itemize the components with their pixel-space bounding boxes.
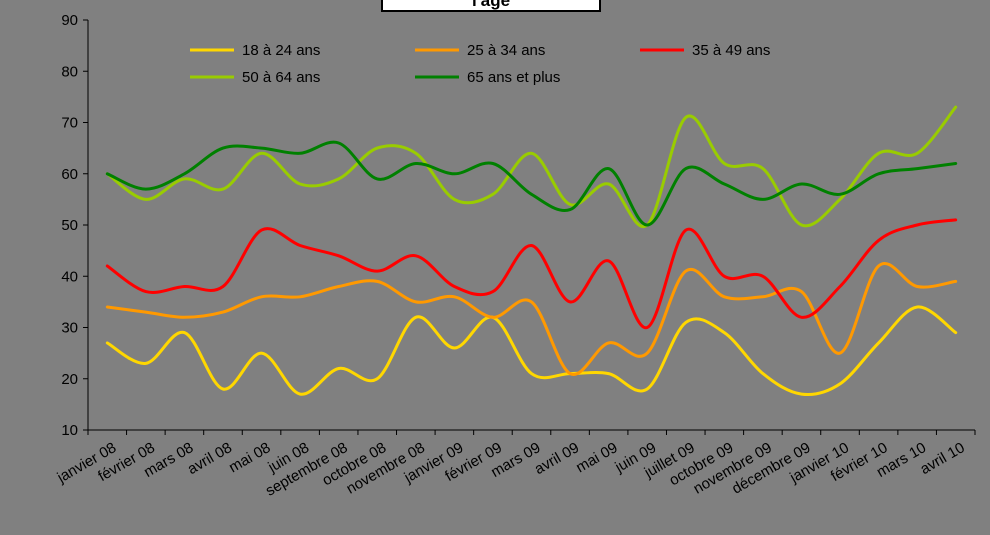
- x-tick-label: avril 08: [185, 439, 235, 478]
- series-line-5: [105, 140, 958, 227]
- y-tick-label: 80: [61, 63, 78, 80]
- series-lines: [105, 105, 958, 396]
- legend-label: 35 à 49 ans: [692, 42, 770, 59]
- y-tick-label: 90: [61, 12, 78, 29]
- legend: 18 à 24 ans 25 à 34 ans 35 à 49 ans 50 à 64…: [190, 42, 770, 86]
- x-tick-label: avril 09: [532, 439, 582, 478]
- chart-title-text: l'âge: [471, 0, 511, 10]
- chart-title: l'âge: [381, 0, 601, 12]
- y-tick-label: 50: [61, 217, 78, 234]
- series-line-3: [105, 218, 958, 330]
- x-tick-label: mai 08: [226, 439, 273, 476]
- y-tick-label: 10: [61, 422, 78, 439]
- y-tick-label: 70: [61, 115, 78, 132]
- legend-label: 65 ans et plus: [467, 69, 560, 86]
- legend-label: 50 à 64 ans: [242, 69, 320, 86]
- series-line-4: [105, 105, 958, 229]
- series-line-1: [105, 305, 958, 396]
- y-tick-label: 30: [61, 320, 78, 337]
- y-tick-label: 60: [61, 166, 78, 183]
- series-line-2: [105, 262, 958, 376]
- axes: 10 20 30 40 50 60 70 80 90: [61, 12, 976, 439]
- x-tick-label: avril 10: [917, 439, 967, 478]
- y-tick-label: 40: [61, 268, 78, 285]
- x-tick-label: mai 09: [573, 439, 620, 476]
- y-tick-label: 20: [61, 371, 78, 388]
- legend-label: 25 à 34 ans: [467, 42, 545, 59]
- legend-label: 18 à 24 ans: [242, 42, 320, 59]
